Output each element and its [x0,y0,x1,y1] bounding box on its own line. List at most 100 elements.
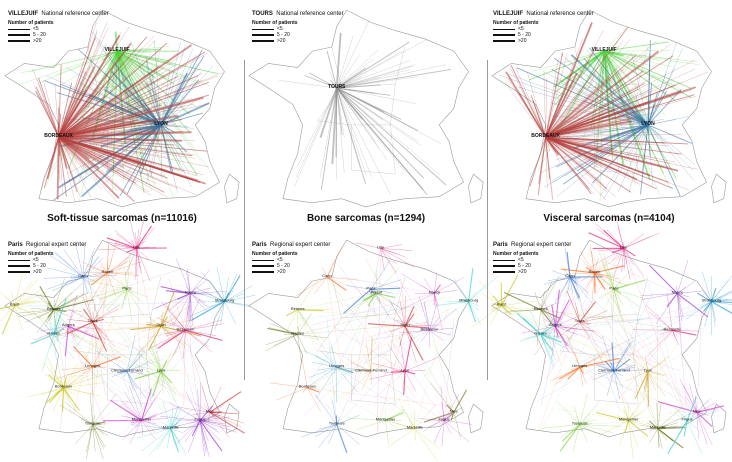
flow-line-nancy [434,289,459,294]
flow-line-bordeaux [58,128,161,138]
flow-line-tours [579,310,608,323]
flow-line-lille [136,227,155,249]
flow-line-nice [696,405,724,413]
flow-line-toulouse [556,400,580,425]
flow-line-bordeaux [545,41,624,138]
flow-line-bordeaux [307,309,450,388]
flow-line-angers [521,326,556,334]
flow-line-limoges [567,366,581,380]
flow-line-frejus [188,420,201,453]
flow-line-limoges [336,317,365,368]
flow-line-lille [136,225,152,249]
flow-line-lyon [71,371,162,377]
flow-line-limoges [295,305,337,368]
city-label-nancy: Nancy [185,289,196,294]
flow-line-paris [78,289,127,294]
flow-line-nantes [53,289,121,335]
flow-line-bordeaux [545,137,548,189]
flow-line-tours [92,321,106,341]
flow-line-paris [370,289,403,310]
flow-line-bordeaux [58,96,204,139]
flow-line-montpellier [375,417,386,421]
flow-line-villejuif [604,50,700,65]
flow-line-paris [348,289,371,308]
flow-line-strasbourg [537,301,712,402]
flow-line-besancon [659,330,673,335]
flow-line-rennes [37,309,54,319]
flow-line-paris [598,289,614,300]
flow-line-tours [336,75,363,89]
flow-line-frejus [443,420,452,434]
corsica-outline [711,173,727,204]
flow-line-angers [555,326,681,372]
flow-line-besancon [171,321,186,331]
flow-line-brest [494,305,502,314]
region-border [146,354,152,405]
flow-line-montpellier [111,388,142,421]
flow-line-lille [136,229,139,249]
flow-line-paris [106,289,128,311]
flow-line-montpellier [628,420,635,425]
legend-class-mid: 5 - 20 [518,32,531,38]
flow-line-frejus [199,420,205,457]
flow-line-bordeaux [545,77,547,138]
flow-line-marseille [657,425,678,429]
flow-line-lille [589,248,624,268]
flow-line-toulouse [315,424,337,437]
flow-line-clermont-ferrand [126,350,145,372]
flow-line-dijon [160,319,195,327]
flow-line-lyon [647,360,666,372]
flow-line-nancy [434,272,438,294]
flow-line-lille [613,248,624,277]
city-label-montpellier: Montpellier [132,417,152,422]
flow-line-lille [130,239,137,249]
flow-line-nancy [340,276,435,294]
city-label-lille: Lille [133,244,141,249]
flow-line-caen [326,276,342,368]
flow-line-nancy [434,277,465,294]
flow-line-clermont-ferrand [126,346,144,372]
flow-line-lyon [151,68,162,125]
legend-caption: Number of patients [8,251,54,257]
flow-line-paris [370,289,373,297]
flow-line-bordeaux [58,42,168,138]
flow-line-frejus [428,419,445,421]
flow-line-toulouse [89,392,93,425]
flow-line-lyon [589,248,649,372]
flow-line-rennes [536,309,541,346]
flow-line-montpellier [125,416,142,421]
flow-line-nantes [265,334,298,345]
flow-line-limoges [579,366,584,374]
city-label-besancon: Besancon [664,326,682,331]
flow-line-marseille [169,414,171,429]
flow-line-bordeaux [58,36,96,138]
flow-line-bordeaux [58,136,201,184]
flow-line-bordeaux [32,68,59,138]
flow-line-rouen [582,260,595,274]
flow-line-toulouse [86,424,93,453]
flow-line-brest [501,305,514,316]
flow-line-paris [103,289,128,309]
flow-line-villejuif [101,50,118,61]
flow-line-caen [82,270,114,278]
flow-line-bordeaux [58,137,76,202]
flow-line-montpellier [628,410,684,421]
flow-line-bordeaux [58,136,186,172]
flow-line-nantes [297,334,320,341]
flow-line-nantes [540,317,649,335]
legend-caption: Number of patients [493,251,539,257]
flow-line-bordeaux [58,137,210,168]
flow-line-paris [613,288,622,295]
flow-line-besancon [419,296,430,331]
flow-line-toulouse [301,424,337,438]
flow-line-bordeaux [63,308,122,388]
flow-line-rennes [297,309,324,312]
region-border [633,313,639,355]
flow-line-tours [336,49,379,89]
flow-line-toulouse [326,317,337,425]
flow-line-frejus [185,391,201,421]
flow-line-montpellier [129,385,142,421]
flow-line-caen [569,276,577,284]
flow-line-frejus [200,420,232,428]
